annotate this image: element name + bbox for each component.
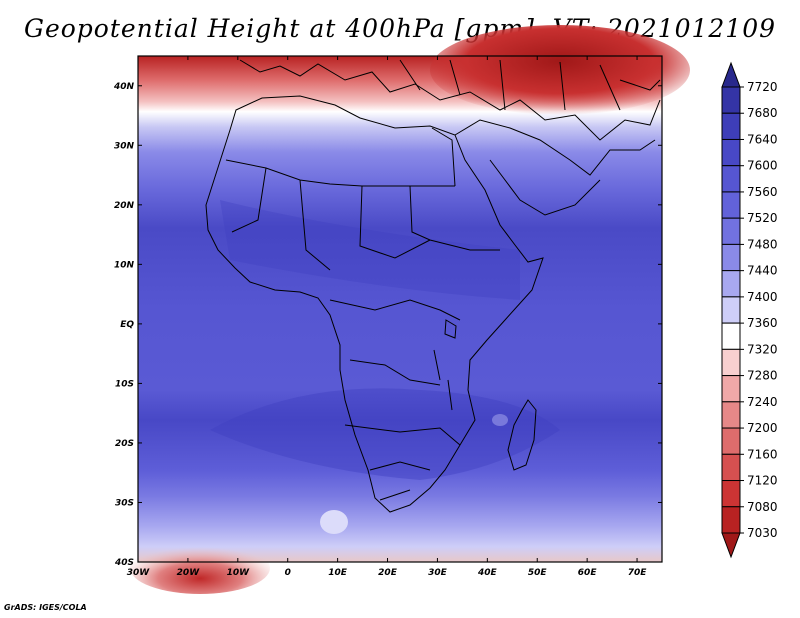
colorbar-label: 7640 xyxy=(747,132,778,146)
colorbar-label: 7320 xyxy=(747,342,778,356)
height-field xyxy=(130,25,690,594)
colorbar-label: 7240 xyxy=(747,395,778,409)
colorbar-bottom-arrow xyxy=(721,532,741,559)
lat-tick-label: 10N xyxy=(114,260,135,270)
lon-tick-label: 10E xyxy=(328,568,348,578)
colorbar-label: 7600 xyxy=(747,159,778,173)
colorbar-box xyxy=(721,427,741,455)
colorbar-box xyxy=(721,270,741,298)
colorbar-box xyxy=(721,506,741,534)
lon-tick-label: 70E xyxy=(628,568,648,578)
lon-tick-label: 50E xyxy=(528,568,548,578)
colorbar-label: 7280 xyxy=(747,369,778,383)
colorbar-label: 7720 xyxy=(747,80,778,94)
colorbar-box xyxy=(721,322,741,350)
colorbar-box xyxy=(721,243,741,272)
lon-tick-label: 30W xyxy=(127,568,151,578)
colorbar-box xyxy=(721,296,741,324)
lon-tick-label: 60E xyxy=(578,568,598,578)
colorbar-top-arrow xyxy=(721,61,741,88)
colorbar-label: 7520 xyxy=(747,211,778,225)
colorbar-label: 7440 xyxy=(747,264,778,278)
map-frame xyxy=(137,55,663,563)
lon-tick-label: 30E xyxy=(428,568,448,578)
lat-tick-label: 40S xyxy=(114,558,134,568)
colorbar-label: 7400 xyxy=(747,290,778,304)
colorbar-box xyxy=(721,165,741,193)
colorbar-box xyxy=(721,348,741,377)
colorbar-box xyxy=(721,217,741,245)
lon-tick-label: 20W xyxy=(177,568,201,578)
colorbar-label: 7160 xyxy=(747,447,778,461)
colorbar-label: 7120 xyxy=(747,474,778,488)
latitude-axis: 40N 30N 20N 10N EQ 10S 20S 30S 40S xyxy=(113,82,662,568)
colorbar-label: 7560 xyxy=(747,185,778,199)
colorbar-label: 7680 xyxy=(747,106,778,120)
lat-tick-label: 30N xyxy=(114,141,135,151)
colorbar-box xyxy=(721,453,741,482)
colorbar-label: 7480 xyxy=(747,237,778,251)
lon-tick-label: 20E xyxy=(378,568,398,578)
colorbar-label: 7080 xyxy=(747,500,778,514)
lat-tick-label: 10S xyxy=(115,379,134,389)
colorbar-box xyxy=(721,112,741,140)
colorbar-box xyxy=(721,191,741,219)
lat-tick-label: 20S xyxy=(115,439,134,449)
lat-tick-label: EQ xyxy=(120,320,134,330)
lon-tick-label: 10W xyxy=(227,568,251,578)
colorbar-box xyxy=(721,375,741,403)
lat-tick-label: 40N xyxy=(113,82,135,92)
lon-tick-label: 0 xyxy=(285,568,291,578)
lat-tick-label: 20N xyxy=(114,201,135,211)
lat-tick-label: 30S xyxy=(115,498,134,508)
colorbar-box xyxy=(721,86,741,114)
credit-label: GrADS: IGES/COLA xyxy=(4,603,87,612)
longitude-axis: 30W 20W 10W 0 10E 20E 30E 40E 50E 60E 70E xyxy=(127,56,647,578)
colorbar-box xyxy=(721,401,741,429)
colorbar-label: 7360 xyxy=(747,316,778,330)
colorbar-label: 7030 xyxy=(747,526,778,540)
colorbar: 7720 7680 7640 7600 7560 7520 7480 7440 7400 7360… xyxy=(721,61,778,559)
colorbar-box xyxy=(721,138,741,167)
colorbar-box xyxy=(721,480,741,508)
colorbar-label: 7200 xyxy=(747,421,778,435)
coastlines xyxy=(205,59,661,513)
lon-tick-label: 40E xyxy=(477,568,498,578)
